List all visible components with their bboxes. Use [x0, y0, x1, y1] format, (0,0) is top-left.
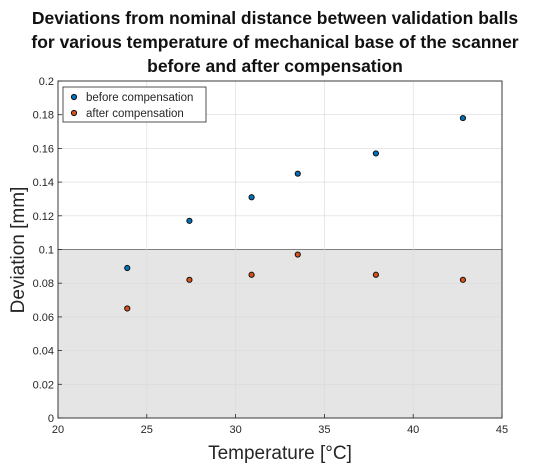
point-after-compensation [186, 276, 193, 283]
legend-label-before-compensation: before compensation [86, 92, 193, 104]
point-after-compensation [124, 305, 131, 312]
point-after-compensation [459, 276, 467, 283]
point-after-compensation [294, 251, 301, 258]
y-tick-label: 0.12 [33, 211, 54, 223]
data-points [124, 114, 467, 312]
point-before-compensation [459, 114, 467, 122]
x-tick-label: 20 [52, 424, 64, 436]
point-before-compensation [372, 150, 380, 157]
legend-label-after-compensation: after compensation [86, 108, 184, 120]
legend-box [62, 86, 207, 123]
legend-marker-after-compensation [70, 109, 78, 117]
point-after-compensation [372, 271, 380, 278]
axes-frame [57, 80, 503, 419]
x-tick-label: 45 [496, 424, 508, 436]
point-before-compensation [186, 217, 193, 224]
y-tick-label: 0.18 [33, 110, 54, 122]
y-tick-label: 0.04 [33, 346, 54, 358]
x-tick-label: 30 [229, 424, 241, 436]
grid-lines [57, 80, 503, 419]
chart-title-line-1: Deviations from nominal distance between… [32, 8, 518, 28]
chart-title-line-3: before and after compensation [147, 56, 403, 76]
y-tick-label: 0.1 [39, 245, 54, 257]
y-tick-label: 0.2 [39, 76, 54, 88]
x-tick-label: 40 [407, 424, 419, 436]
x-axis-label: Temperature [°C] [208, 443, 352, 464]
y-tick-label: 0.14 [33, 177, 54, 189]
y-tick-label: 0 [48, 413, 54, 425]
x-tick-label: 25 [141, 424, 153, 436]
point-before-compensation [124, 264, 131, 272]
x-tick-label: 35 [318, 424, 330, 436]
legend: before compensation after compensation [62, 86, 207, 123]
tick-labels: 20 25 30 35 40 45 0 0.02 0.04 0.06 0.08 0.1 0.12 0.14… [33, 76, 509, 436]
y-tick-label: 0.06 [33, 312, 54, 324]
point-before-compensation [248, 194, 255, 201]
y-tick-label: 0.16 [33, 143, 54, 155]
legend-marker-before-compensation [70, 93, 78, 101]
point-before-compensation [294, 170, 301, 177]
y-axis-label: Deviation [mm] [8, 187, 29, 314]
chart-title-line-2: for various temperature of mechanical ba… [31, 32, 518, 52]
y-tick-label: 0.02 [33, 379, 54, 391]
point-after-compensation [248, 271, 255, 278]
shaded-region [58, 249, 502, 418]
y-tick-label: 0.08 [33, 278, 54, 290]
